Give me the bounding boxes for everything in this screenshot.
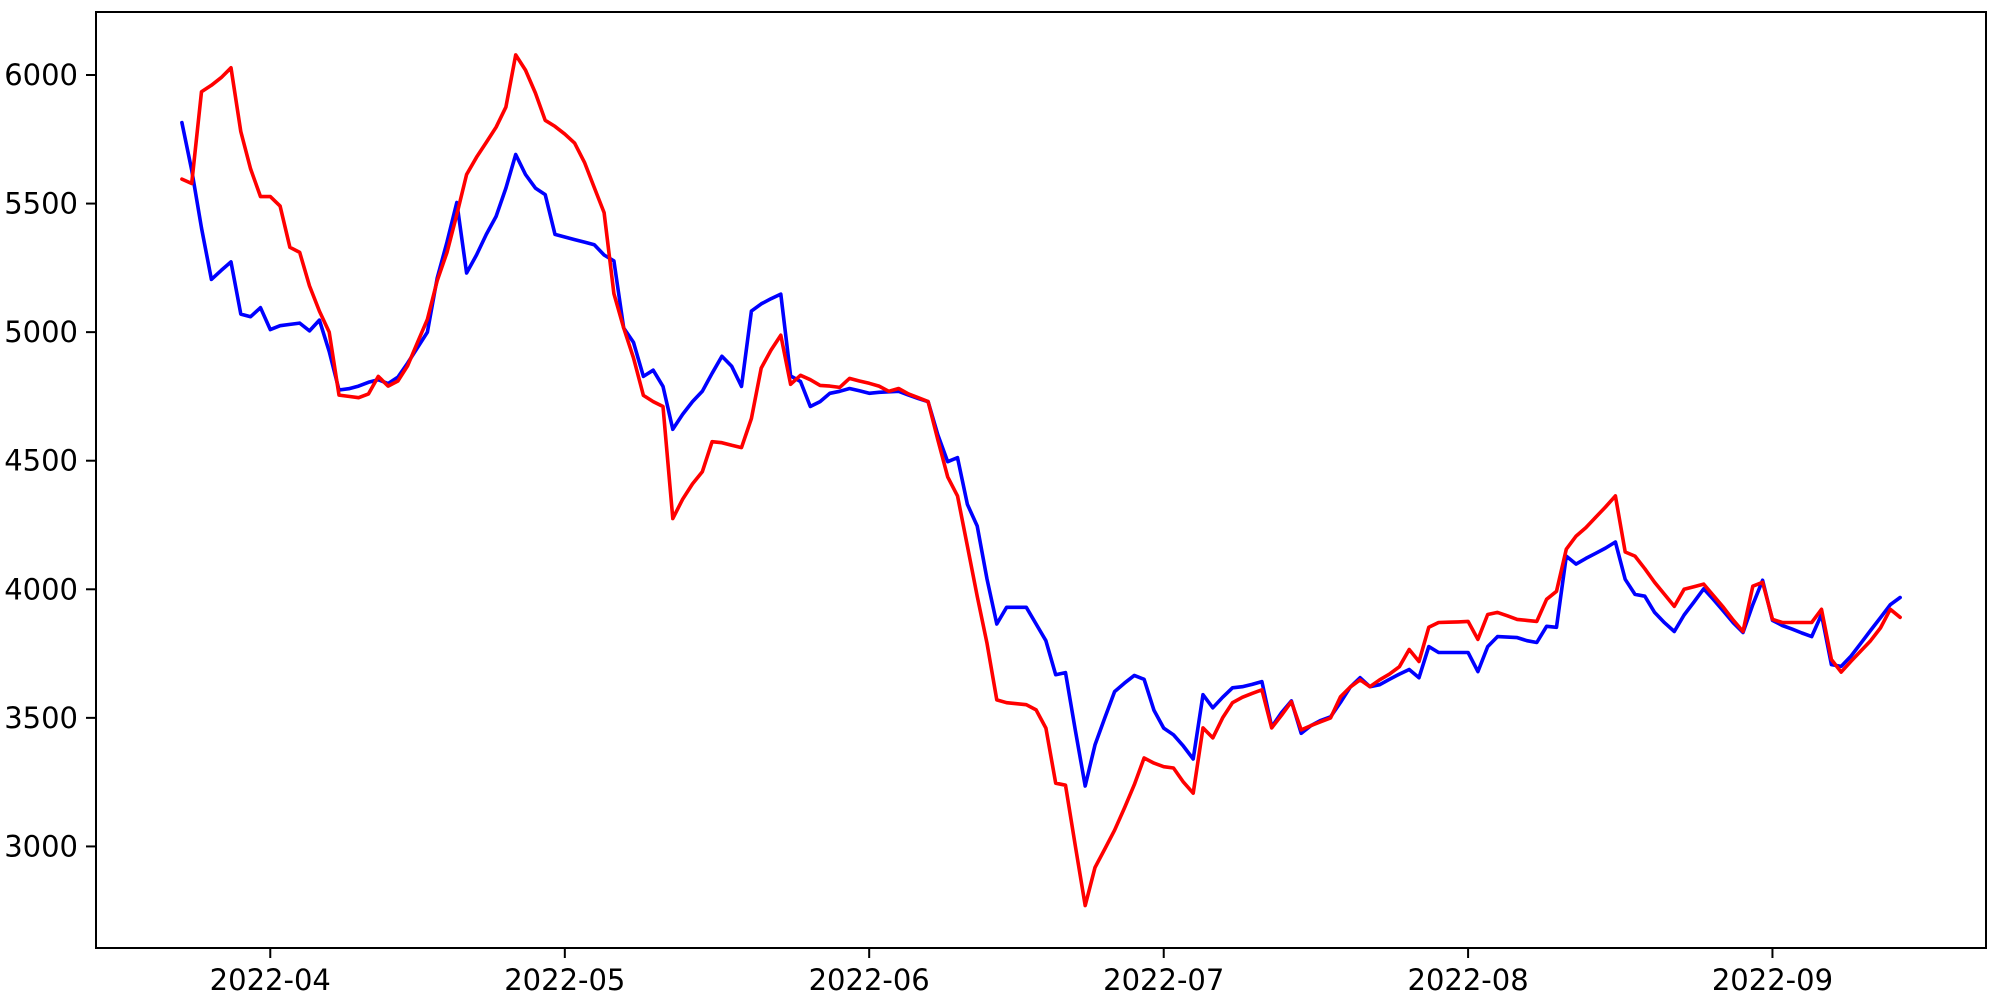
y-axis-tick-label: 5500 <box>4 187 78 221</box>
x-axis-tick-label: 2022-05 <box>504 963 625 997</box>
y-axis-tick-label: 3000 <box>4 829 78 863</box>
y-axis-tick-label: 6000 <box>4 58 78 92</box>
y-axis-tick-label: 4000 <box>4 572 78 606</box>
y-axis-tick-label: 5000 <box>4 315 78 349</box>
x-axis-tick-label: 2022-08 <box>1408 963 1529 997</box>
y-axis-tick-label: 4500 <box>4 444 78 478</box>
x-axis-tick-label: 2022-06 <box>809 963 930 997</box>
red-line <box>180 53 1902 908</box>
x-axis-tick-label: 2022-04 <box>210 963 331 997</box>
plot-area-spines <box>95 11 1987 949</box>
x-axis-tick-label: 2022-07 <box>1103 963 1224 997</box>
x-axis-tick-label: 2022-09 <box>1712 963 1833 997</box>
blue-line <box>180 120 1902 788</box>
y-axis-tick-label: 3500 <box>4 701 78 735</box>
